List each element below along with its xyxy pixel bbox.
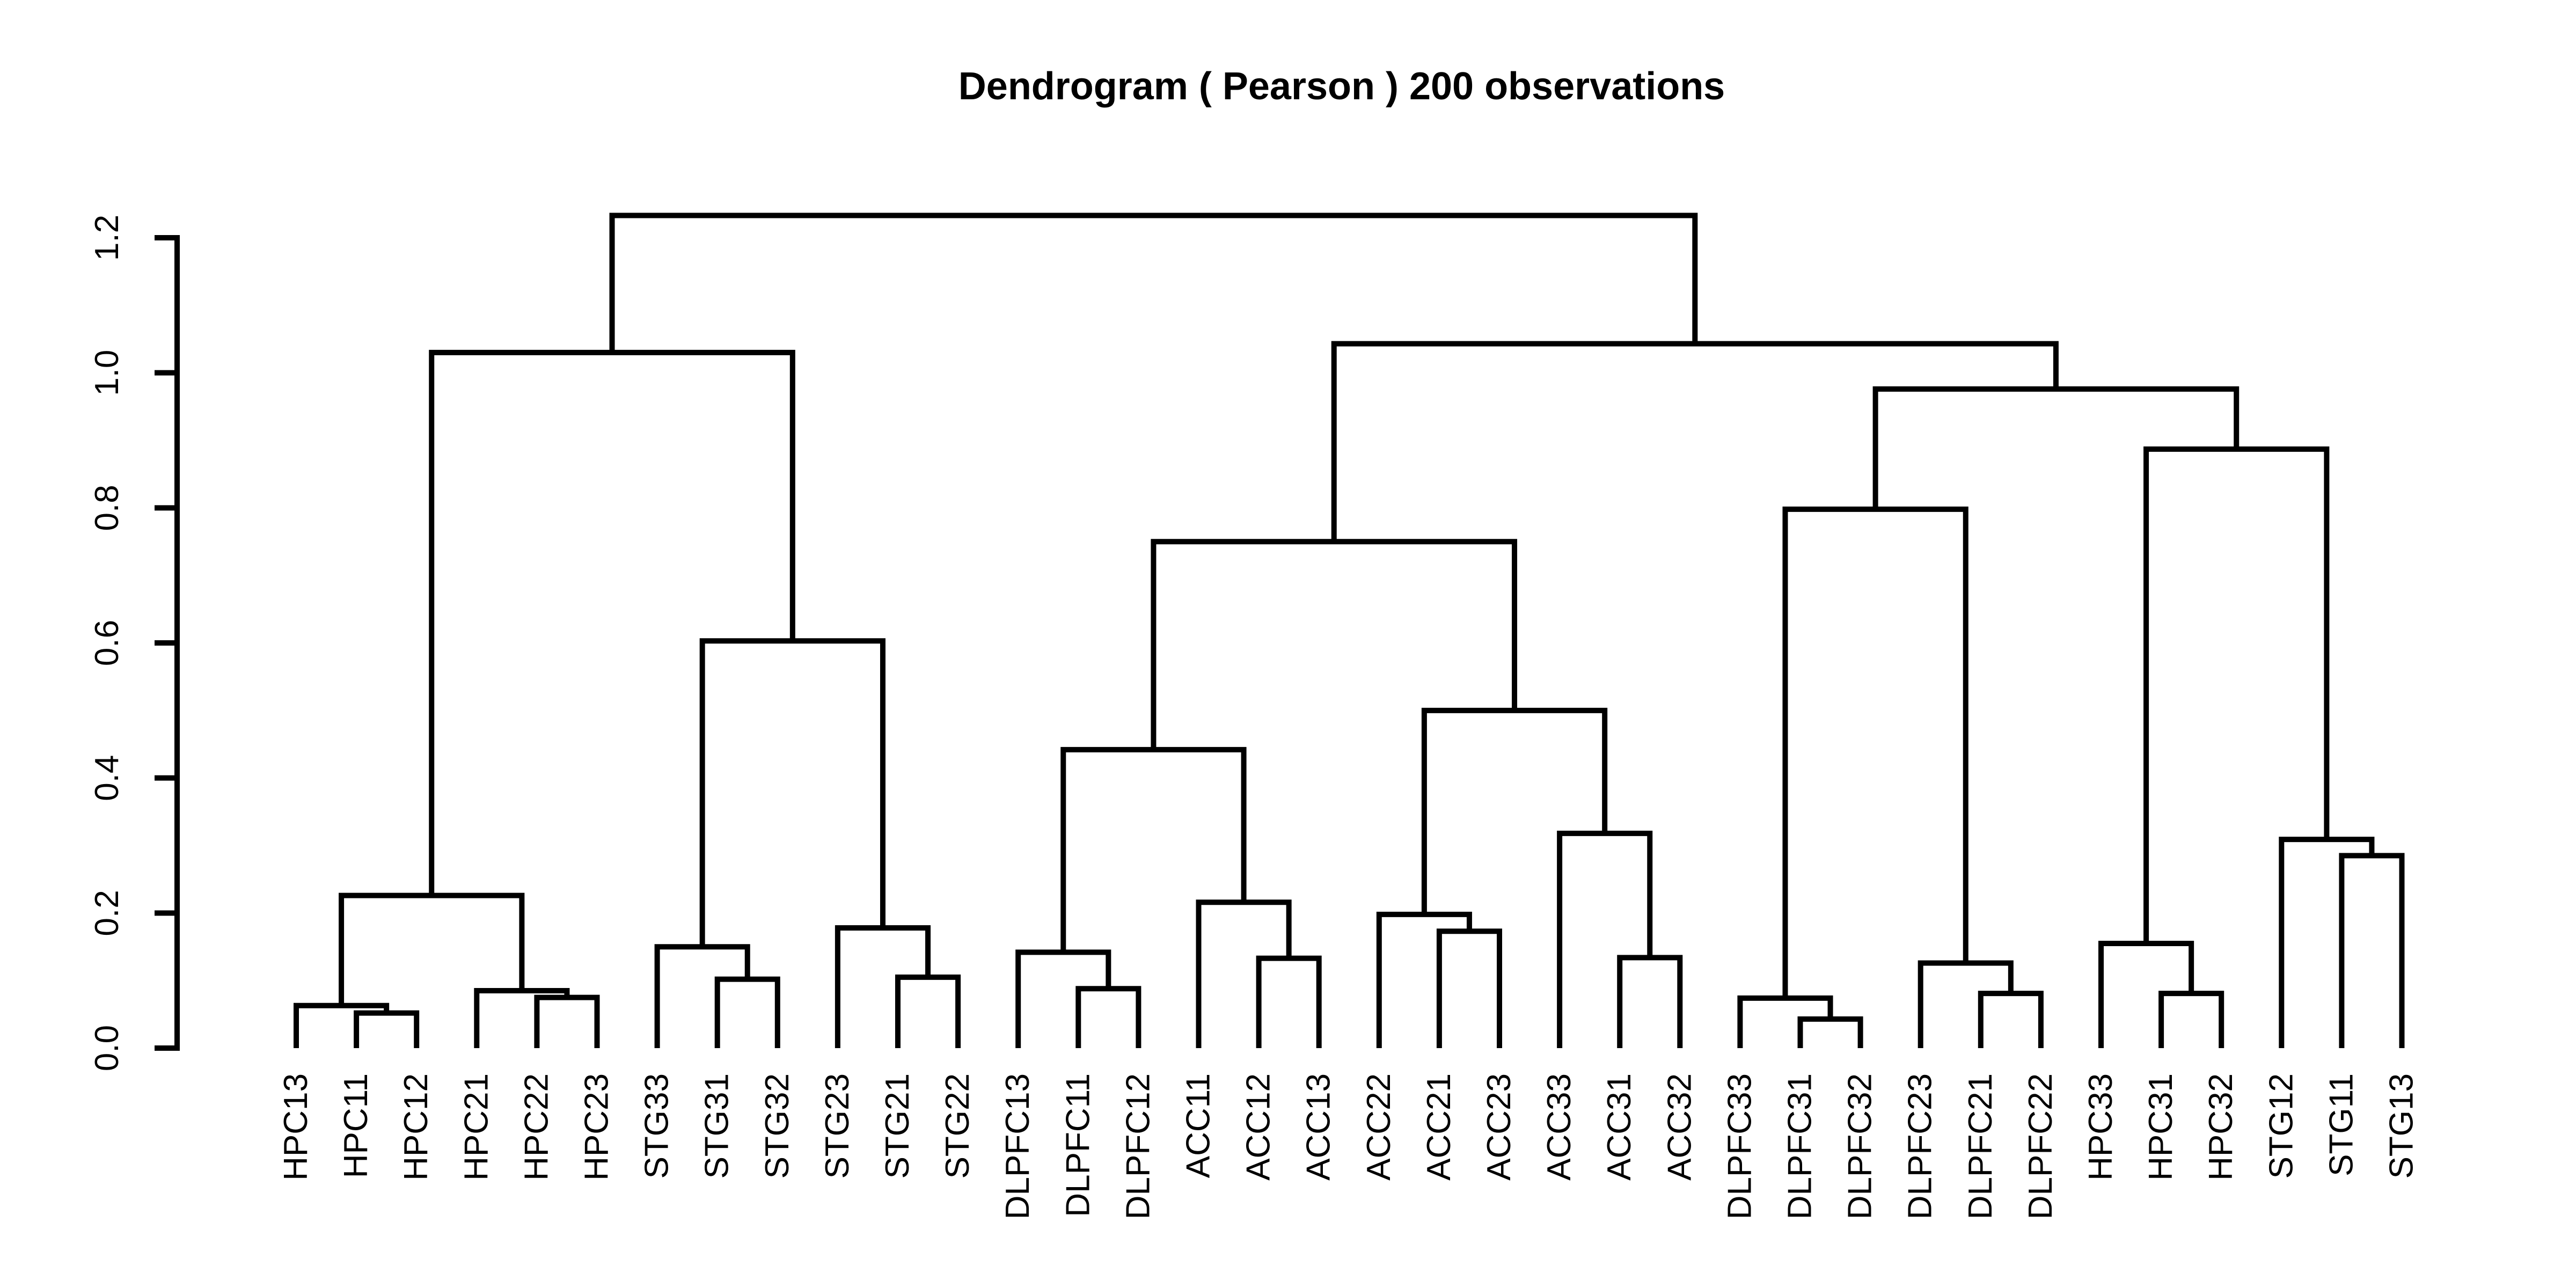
- dendrogram-link: [1436, 928, 1502, 1048]
- leaf-label: ACC22: [1360, 1073, 1397, 1181]
- dendrogram-link: [1617, 955, 1683, 1048]
- leaf-label: HPC21: [458, 1073, 495, 1181]
- leaf-labels: HPC13 HPC11 HPC12 HPC21 HPC22 HPC23 STG33 STG31…: [277, 1073, 2420, 1219]
- leaf-label: STG12: [2263, 1073, 2300, 1179]
- dendrogram-link: [1196, 899, 1292, 1048]
- leaf-label: DLPFC13: [999, 1073, 1036, 1219]
- leaf-label: HPC13: [277, 1073, 314, 1181]
- leaf-label: DLPFC31: [1782, 1073, 1819, 1219]
- leaf-label: STG13: [2383, 1073, 2420, 1179]
- dendrogram-link: [1421, 707, 1608, 914]
- leaf-label: DLPFC32: [1842, 1073, 1879, 1219]
- dendrogram-link: [699, 638, 885, 947]
- dendrogram-link: [1151, 539, 1518, 750]
- leaf-label: ACC32: [1661, 1073, 1698, 1181]
- chart-title: Dendrogram ( Pearson ) 200 observations: [958, 65, 1725, 108]
- leaf-label: DLPFC21: [1962, 1073, 1999, 1219]
- dendrogram-tree: [294, 213, 2405, 1048]
- dendrogram-link: [1797, 1016, 1863, 1048]
- leaf-label: DLPFC23: [1902, 1073, 1939, 1219]
- leaf-label: ACC31: [1601, 1073, 1638, 1181]
- leaf-label: ACC23: [1481, 1073, 1518, 1181]
- leaf-label: HPC31: [2142, 1073, 2179, 1181]
- leaf-label: STG32: [759, 1073, 796, 1179]
- y-tick-label: 0.4: [89, 755, 126, 801]
- y-tick-label: 0.6: [89, 620, 126, 666]
- leaf-label: DLPFC22: [2022, 1073, 2059, 1219]
- dendrogram-link: [1872, 386, 2240, 509]
- dendrogram-link: [2339, 853, 2405, 1048]
- dendrogram-link: [2143, 446, 2330, 943]
- dendrogram-link: [2158, 991, 2224, 1048]
- y-tick-label: 0.2: [89, 890, 126, 936]
- dendrogram-link: [354, 1010, 420, 1048]
- y-tick-label: 0.0: [89, 1025, 126, 1071]
- dendrogram-link: [429, 349, 795, 896]
- leaf-label: ACC33: [1541, 1073, 1578, 1181]
- dendrogram-link: [2279, 837, 2375, 1048]
- dendrogram-link: [1256, 955, 1322, 1048]
- leaf-label: HPC22: [518, 1073, 555, 1181]
- leaf-label: HPC32: [2202, 1073, 2240, 1181]
- dendrogram-link: [1737, 995, 1833, 1048]
- leaf-label: ACC21: [1421, 1073, 1458, 1181]
- dendrogram-link: [654, 944, 750, 1048]
- dendrogram-link: [1918, 960, 2014, 1048]
- leaf-label: ACC11: [1180, 1073, 1217, 1178]
- dendrogram-link: [835, 925, 931, 1048]
- dendrogram-link: [1331, 341, 2059, 542]
- dendrogram-link: [609, 213, 1698, 353]
- dendrogram-link: [895, 974, 961, 1048]
- leaf-label: STG33: [639, 1073, 676, 1179]
- y-tick-label: 1.2: [89, 215, 126, 261]
- leaf-label: STG11: [2323, 1073, 2360, 1176]
- dendrogram-link: [1075, 986, 1141, 1048]
- dendrogram-link: [1060, 747, 1247, 953]
- leaf-label: HPC23: [579, 1073, 616, 1181]
- leaf-label: DLPFC11: [1059, 1073, 1096, 1217]
- dendrogram-link: [1015, 949, 1111, 1048]
- leaf-label: HPC12: [398, 1073, 435, 1181]
- leaf-label: ACC12: [1240, 1073, 1277, 1181]
- leaf-label: HPC11: [338, 1073, 375, 1178]
- leaf-label: STG31: [699, 1073, 736, 1179]
- dendrogram-link: [1557, 830, 1653, 1048]
- dendrogram-link: [1782, 506, 1968, 998]
- leaf-label: STG21: [879, 1073, 916, 1179]
- leaf-label: DLPFC33: [1721, 1073, 1758, 1219]
- leaf-label: STG23: [819, 1073, 856, 1179]
- dendrogram-link: [339, 892, 525, 1006]
- leaf-label: DLPFC12: [1119, 1073, 1157, 1219]
- y-tick-label: 0.8: [89, 485, 126, 531]
- leaf-label: ACC13: [1300, 1073, 1337, 1181]
- dendrogram-link: [1376, 911, 1472, 1048]
- dendrogram-link: [2098, 940, 2194, 1048]
- y-tick-label: 1.0: [89, 350, 126, 396]
- leaf-label: HPC33: [2082, 1073, 2119, 1181]
- dendrogram-link: [714, 976, 780, 1048]
- y-axis: 0.0 0.2 0.4 0.6 0.8 1.0 1.2: [89, 215, 180, 1071]
- leaf-label: STG22: [939, 1073, 976, 1179]
- dendrogram-link: [1978, 991, 2044, 1048]
- dendrogram-link: [534, 994, 600, 1048]
